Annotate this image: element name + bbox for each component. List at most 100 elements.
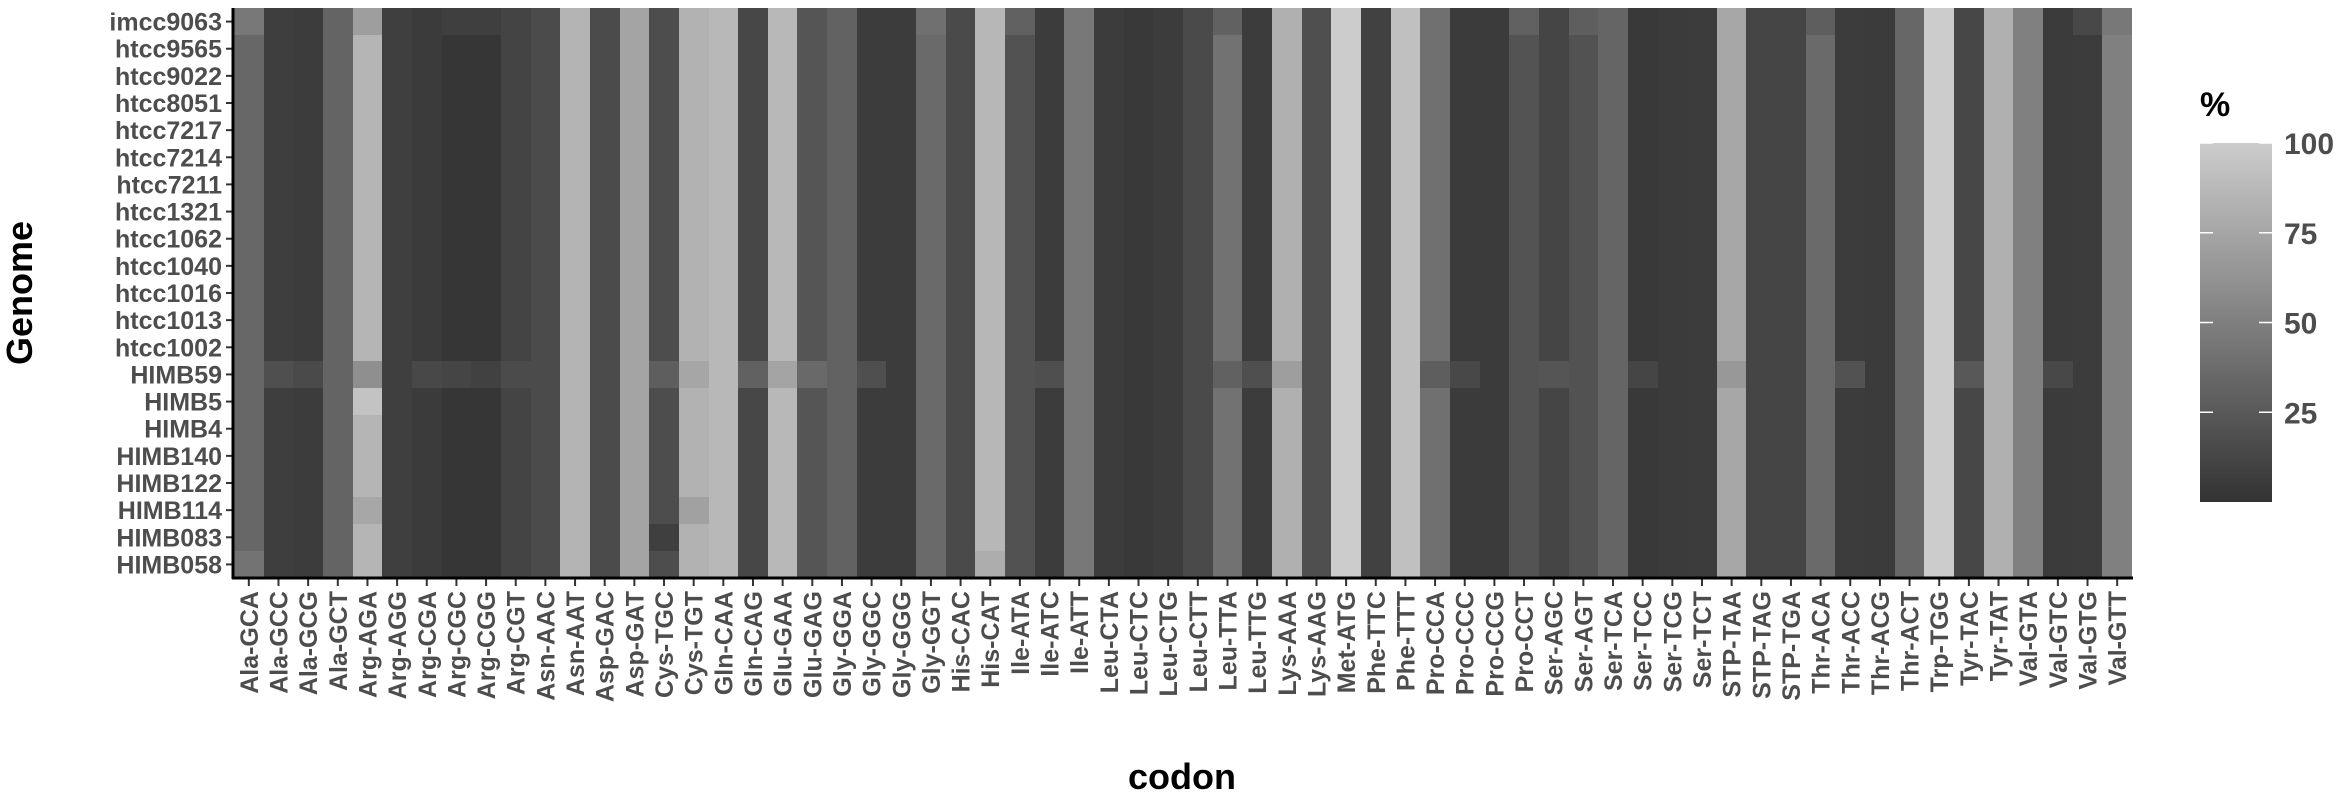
heatmap-cell [1984, 442, 2013, 469]
heatmap-cell [649, 35, 679, 62]
heatmap-cell [560, 171, 590, 198]
y-tick-label: htcc1040 [115, 253, 222, 281]
heatmap-cell [709, 469, 738, 497]
heatmap-cell [1717, 307, 1746, 334]
heatmap-cell [1420, 171, 1450, 198]
heatmap-cell [768, 144, 797, 171]
heatmap-cell [2073, 198, 2102, 225]
heatmap-cell [827, 252, 857, 279]
heatmap-cell [946, 89, 975, 117]
heatmap-cell [768, 8, 797, 35]
heatmap-cell [323, 62, 353, 89]
heatmap-cell [1924, 144, 1954, 171]
heatmap-cell [1420, 35, 1450, 62]
heatmap-cell [353, 415, 382, 442]
legend-tick-label: 25 [2284, 397, 2317, 430]
heatmap-cell [1450, 307, 1480, 334]
heatmap-cell [353, 442, 382, 469]
heatmap-cell [827, 334, 857, 361]
heatmap-cell [1598, 279, 1628, 307]
heatmap-cell [1391, 8, 1420, 35]
heatmap-cell [1242, 144, 1272, 171]
heatmap-cell [590, 252, 620, 279]
heatmap-cell [2073, 35, 2102, 62]
heatmap-cell [1272, 171, 1302, 198]
heatmap-cell [353, 524, 382, 551]
heatmap-cell [1954, 62, 1984, 89]
heatmap-cell [1984, 551, 2013, 578]
heatmap-cell [1005, 144, 1035, 171]
heatmap-cell [1331, 307, 1361, 334]
heatmap-cell [1213, 307, 1242, 334]
heatmap-cell [531, 279, 560, 307]
heatmap-cell [1272, 89, 1302, 117]
heatmap-cell [1450, 334, 1480, 361]
heatmap-cell [1064, 171, 1094, 198]
heatmap-cell [768, 62, 797, 89]
heatmap-cell [1806, 8, 1835, 35]
heatmap-cell [1064, 198, 1094, 225]
heatmap-cell [1746, 442, 1776, 469]
x-tick-label: Arg-CGA [414, 591, 442, 698]
heatmap-cell [1835, 388, 1865, 415]
heatmap-cell [1480, 252, 1509, 279]
heatmap-cell [1331, 62, 1361, 89]
heatmap-cell [1213, 89, 1242, 117]
heatmap-cell [620, 225, 649, 252]
x-tick-label: Thr-ACA [1808, 591, 1836, 694]
heatmap-cell [620, 551, 649, 578]
heatmap-cell [946, 171, 975, 198]
heatmap-cell [797, 551, 827, 578]
x-tick-label: Ala-GCG [295, 591, 323, 695]
heatmap-cell [1331, 334, 1361, 361]
heatmap-cell [709, 307, 738, 334]
heatmap-cell [1924, 551, 1954, 578]
heatmap-cell [471, 62, 501, 89]
heatmap-cell [590, 8, 620, 35]
heatmap-cell [1924, 307, 1954, 334]
heatmap-cell [1598, 8, 1628, 35]
heatmap-cell [264, 469, 293, 497]
x-tick-label: Asp-GAC [592, 591, 620, 702]
heatmap-cell [1865, 62, 1895, 89]
heatmap-cell [886, 35, 916, 62]
heatmap-cell [975, 524, 1005, 551]
heatmap-cell [1035, 198, 1064, 225]
heatmap-cell [1391, 62, 1420, 89]
heatmap-cell [2073, 62, 2102, 89]
heatmap-cell [1331, 469, 1361, 497]
heatmap-cell [679, 307, 709, 334]
heatmap-cell [1509, 361, 1539, 388]
heatmap-cell [590, 171, 620, 198]
heatmap-cell [1598, 225, 1628, 252]
heatmap-cell [2102, 117, 2132, 144]
heatmap-cell [1954, 252, 1984, 279]
heatmap-cell [323, 117, 353, 144]
heatmap-cell [2013, 415, 2043, 442]
heatmap-cell [1480, 388, 1509, 415]
heatmap-cell [1687, 117, 1717, 144]
x-tick-label: Val-GTC [2045, 591, 2073, 688]
heatmap-cell [323, 524, 353, 551]
heatmap-cell [501, 334, 531, 361]
y-tick-label: HIMB114 [118, 497, 222, 525]
heatmap-cell [946, 35, 975, 62]
heatmap-cell [293, 307, 323, 334]
heatmap-cell [1895, 89, 1924, 117]
heatmap-cell [1509, 171, 1539, 198]
heatmap-cell [1717, 117, 1746, 144]
heatmap-cell [442, 497, 471, 524]
heatmap-cell [1242, 198, 1272, 225]
heatmap-cell [1835, 307, 1865, 334]
heatmap-cell [531, 442, 560, 469]
heatmap-cell [1391, 497, 1420, 524]
heatmap-cell [293, 469, 323, 497]
heatmap-cell [1865, 551, 1895, 578]
heatmap-cell [412, 497, 442, 524]
heatmap-cell [1153, 89, 1183, 117]
heatmap-cell [1598, 551, 1628, 578]
heatmap-cell [1539, 62, 1569, 89]
heatmap-cell [501, 497, 531, 524]
x-tick-label: Lys-AAA [1274, 591, 1302, 696]
heatmap-cell [857, 497, 886, 524]
